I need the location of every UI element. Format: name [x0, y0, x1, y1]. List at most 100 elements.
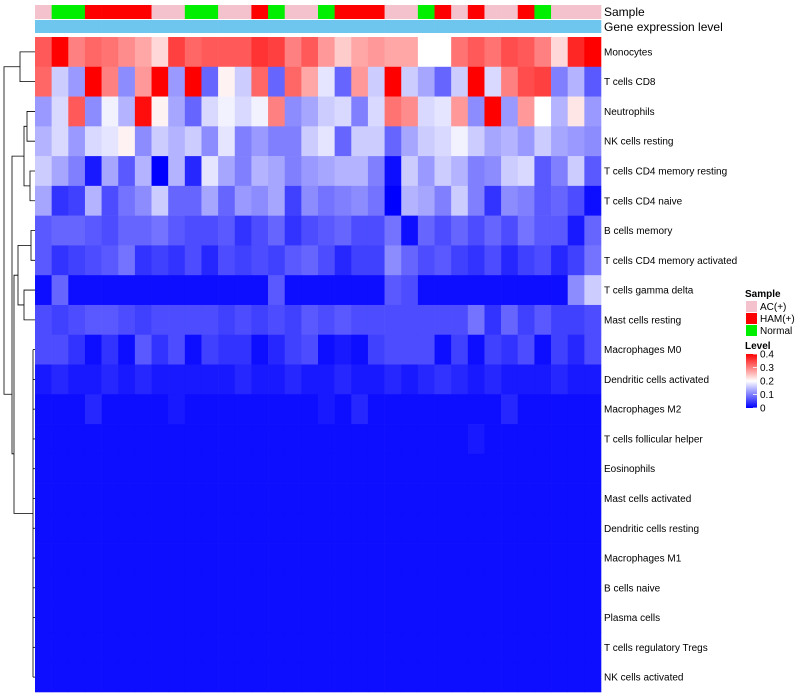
heatmap-cell — [268, 453, 286, 484]
heatmap-cell — [484, 37, 502, 68]
heatmap-cell — [551, 572, 569, 603]
heatmap-cell — [401, 632, 419, 663]
heatmap-cell — [484, 453, 502, 484]
row-label: Monocytes — [604, 47, 652, 58]
heatmap-cell — [367, 394, 385, 425]
heatmap-cell — [234, 424, 252, 455]
heatmap-cell — [384, 66, 402, 97]
heatmap-cell — [68, 156, 86, 187]
heatmap-cell — [118, 602, 136, 633]
heatmap-cell — [401, 66, 419, 97]
heatmap-cell — [101, 185, 119, 216]
heatmap-cell — [417, 543, 435, 574]
sample-annotation-cell — [218, 5, 236, 19]
heatmap-cell — [35, 304, 52, 336]
heatmap-cell — [201, 364, 219, 395]
heatmap-cell — [218, 37, 236, 68]
expression-annotation-cell — [351, 20, 369, 33]
row-label: Dendritic cells activated — [604, 375, 709, 386]
heatmap-cell — [584, 632, 602, 663]
heatmap-cell — [434, 662, 452, 693]
heatmap-cell — [384, 394, 402, 425]
heatmap-cell — [168, 334, 186, 365]
heatmap-cell — [551, 483, 569, 514]
heatmap-cell — [134, 334, 152, 365]
heatmap-cell — [51, 126, 69, 157]
expression-annotation-cell — [134, 20, 152, 33]
heatmap-cell — [51, 96, 69, 127]
heatmap-cell — [517, 215, 535, 246]
heatmap-cell — [68, 334, 86, 365]
expression-annotation-cell — [484, 20, 502, 33]
heatmap-cell — [35, 453, 52, 484]
heatmap-cell — [268, 602, 286, 633]
expression-annotation-cell — [584, 20, 602, 33]
heatmap-cell — [134, 215, 152, 246]
heatmap-cell — [168, 66, 186, 97]
heatmap-cell — [151, 96, 169, 127]
heatmap-cell — [268, 156, 286, 187]
heatmap-cell — [434, 275, 452, 306]
heatmap-cell — [284, 364, 302, 395]
heatmap-cell — [584, 66, 602, 97]
heatmap-cell — [134, 424, 152, 455]
heatmap-cell — [434, 453, 452, 484]
heatmap-cell — [168, 185, 186, 216]
heatmap-cell — [251, 245, 269, 276]
sample-annotation-cell — [584, 5, 602, 19]
expression-annotation-cell — [534, 20, 552, 33]
heatmap-cell — [84, 632, 102, 663]
heatmap-cell — [467, 304, 485, 336]
sample-annotation-cell — [234, 5, 252, 19]
heatmap-cell — [151, 662, 169, 693]
heatmap-cell — [384, 543, 402, 574]
heatmap-cell — [251, 37, 269, 68]
heatmap-cell — [118, 156, 136, 187]
heatmap-cell — [168, 156, 186, 187]
heatmap-cell — [68, 275, 86, 306]
heatmap-cell — [218, 126, 236, 157]
heatmap-cell — [301, 602, 319, 633]
heatmap-cell — [484, 424, 502, 455]
heatmap-cell — [68, 245, 86, 276]
heatmap-cell — [118, 543, 136, 574]
row-label: T cells follicular helper — [604, 434, 703, 445]
heatmap-cell — [35, 66, 52, 97]
heatmap-cell — [35, 662, 52, 693]
heatmap-cell — [184, 96, 202, 127]
heatmap-cell — [567, 394, 585, 425]
heatmap-cell — [268, 543, 286, 574]
heatmap-cell — [451, 394, 469, 425]
heatmap-cell — [284, 572, 302, 603]
heatmap-cell — [451, 364, 469, 395]
heatmap-cell — [367, 275, 385, 306]
heatmap-cell — [367, 513, 385, 544]
heatmap-cell — [367, 662, 385, 693]
heatmap-cell — [467, 66, 485, 97]
sample-annotation-cell — [251, 5, 269, 19]
legend-level-ticks: 0.4 0.3 0.2 0.1 0 — [753, 350, 774, 415]
legend-level-label: 0.3 — [760, 363, 774, 374]
heatmap-cell — [451, 126, 469, 157]
heatmap-cell — [534, 662, 552, 693]
heatmap-cell — [234, 126, 252, 157]
heatmap-cell — [351, 513, 369, 544]
heatmap-cell — [118, 275, 136, 306]
heatmap-cell — [551, 304, 569, 336]
heatmap-cell — [268, 37, 286, 68]
heatmap-cell — [567, 453, 585, 484]
heatmap-cell — [451, 453, 469, 484]
heatmap-cell — [501, 424, 519, 455]
heatmap-cell — [68, 632, 86, 663]
heatmap-cell — [467, 185, 485, 216]
heatmap-cell — [284, 424, 302, 455]
heatmap-cell — [551, 602, 569, 633]
heatmap-cell — [84, 185, 102, 216]
heatmap-cell — [51, 37, 69, 68]
heatmap-cell — [534, 215, 552, 246]
expression-annotation-cell — [51, 20, 69, 33]
heatmap-cell — [201, 632, 219, 663]
heatmap-cell — [351, 215, 369, 246]
heatmap-cell — [118, 66, 136, 97]
